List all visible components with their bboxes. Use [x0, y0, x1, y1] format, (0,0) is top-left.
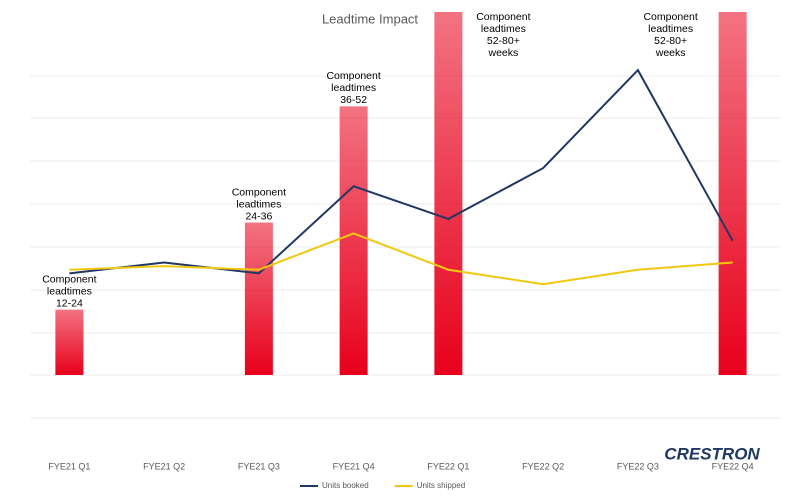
annotation: Component [326, 70, 380, 82]
annotation: leadtimes [481, 23, 526, 35]
bar [434, 12, 463, 375]
gridlines [30, 75, 780, 419]
line-series [69, 68, 734, 275]
annotation: weeks [655, 47, 686, 59]
x-tick-label: FYE21 Q2 [143, 461, 185, 471]
annotation: Component [643, 11, 697, 23]
x-tick-label: FYE22 Q3 [617, 461, 659, 471]
x-tick-label: FYE21 Q3 [238, 461, 280, 471]
bar [55, 309, 84, 375]
annotation: Component [476, 11, 530, 23]
annotation: leadtimes [236, 198, 281, 210]
legend-label: Units shipped [417, 481, 465, 490]
bar [718, 12, 747, 375]
annotation: 52-80+ [487, 35, 520, 47]
annotation: 52-80+ [654, 35, 687, 47]
annotation: 12-24 [56, 297, 83, 309]
annotation: Component [232, 186, 286, 198]
annotation: leadtimes [648, 23, 693, 35]
x-tick-label: FYE21 Q4 [333, 461, 375, 471]
bar [339, 106, 368, 375]
annotation: leadtimes [47, 285, 92, 297]
annotation: Component [42, 273, 96, 285]
legend-label: Units booked [322, 481, 369, 490]
x-tick-label: FYE22 Q1 [427, 461, 469, 471]
x-tick-label: FYE21 Q1 [48, 461, 90, 471]
logo: CRESTRON [664, 444, 760, 463]
annotation: weeks [487, 47, 518, 59]
annotation: leadtimes [331, 82, 376, 94]
annotation: 24-36 [245, 210, 272, 222]
line-series [69, 232, 733, 286]
chart-title: Leadtime Impact [322, 11, 418, 26]
x-tick-label: FYE22 Q2 [522, 461, 564, 471]
annotation: 36-52 [340, 94, 367, 106]
bar [244, 222, 273, 375]
x-tick-label: FYE22 Q4 [712, 461, 754, 471]
